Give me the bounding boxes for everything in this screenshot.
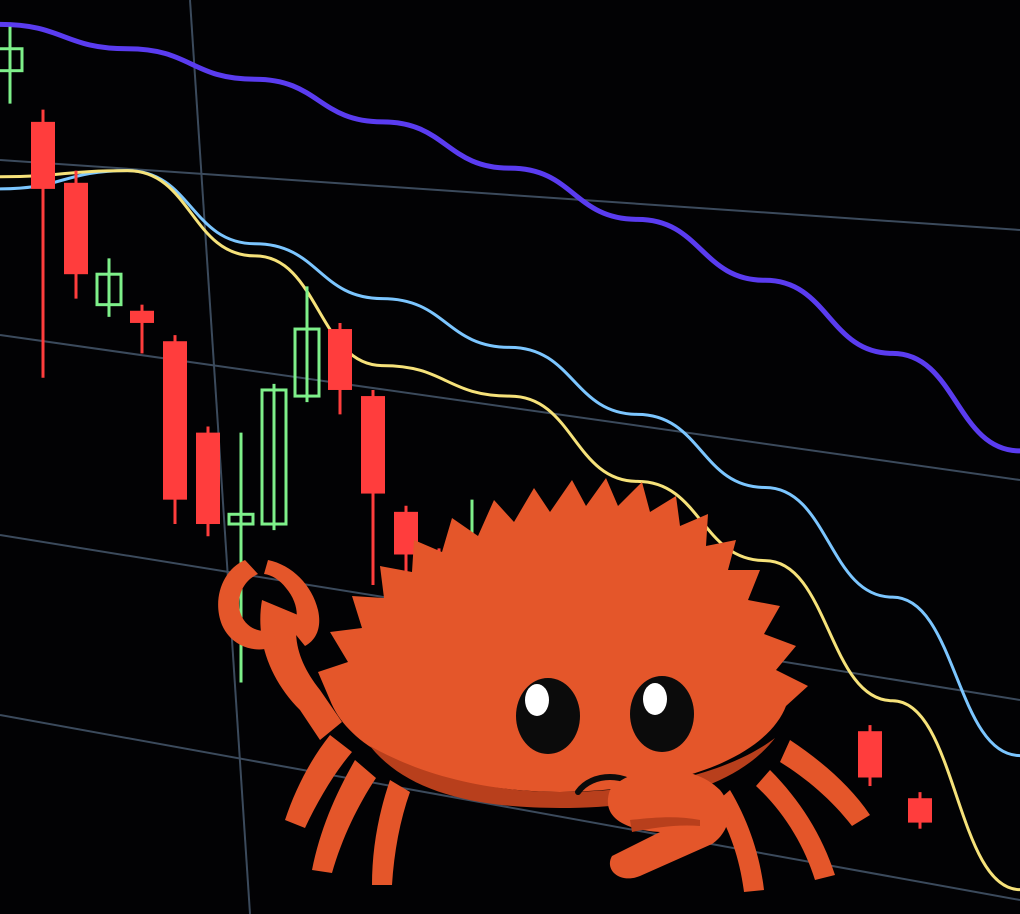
candle-bullish (293, 327, 321, 398)
crab-right-leg-1 (780, 740, 870, 826)
gridline-horizontal (0, 714, 1020, 901)
crab-left-eye-highlight (525, 684, 549, 716)
candle-bullish (0, 47, 24, 73)
candle-bullish (95, 272, 123, 307)
crab-right-eye-highlight (643, 683, 667, 715)
crab-mascot (218, 478, 870, 892)
candle-bearish (361, 396, 385, 494)
candle-bearish (328, 329, 352, 390)
moving-average-lines (0, 21, 1020, 892)
candle-bearish (64, 182, 88, 275)
candle-bearish (908, 798, 932, 823)
crab-left-leg-2 (312, 760, 376, 873)
crab-left-leg-1 (285, 735, 352, 828)
moving-average-line (0, 169, 1020, 892)
crab-left-leg-3 (372, 780, 410, 885)
candle-bearish (31, 121, 55, 189)
gridline-horizontal (0, 159, 1020, 231)
crab-right-claw-gap (630, 817, 700, 832)
candle-bullish (227, 512, 255, 526)
crab-left-pincer (218, 560, 278, 650)
crab-left-pincer-tip (264, 560, 320, 646)
candle-bullish (260, 388, 288, 526)
crab-right-leg-2 (756, 770, 835, 880)
candle-bearish (196, 432, 220, 525)
candle-bearish (163, 341, 187, 500)
moving-average-line (0, 169, 1020, 758)
candle-bearish (858, 731, 882, 778)
candle-bearish (130, 310, 154, 323)
moving-average-line (0, 21, 1020, 454)
crab-left-arm (260, 600, 342, 740)
crab-left-eye (516, 678, 580, 754)
